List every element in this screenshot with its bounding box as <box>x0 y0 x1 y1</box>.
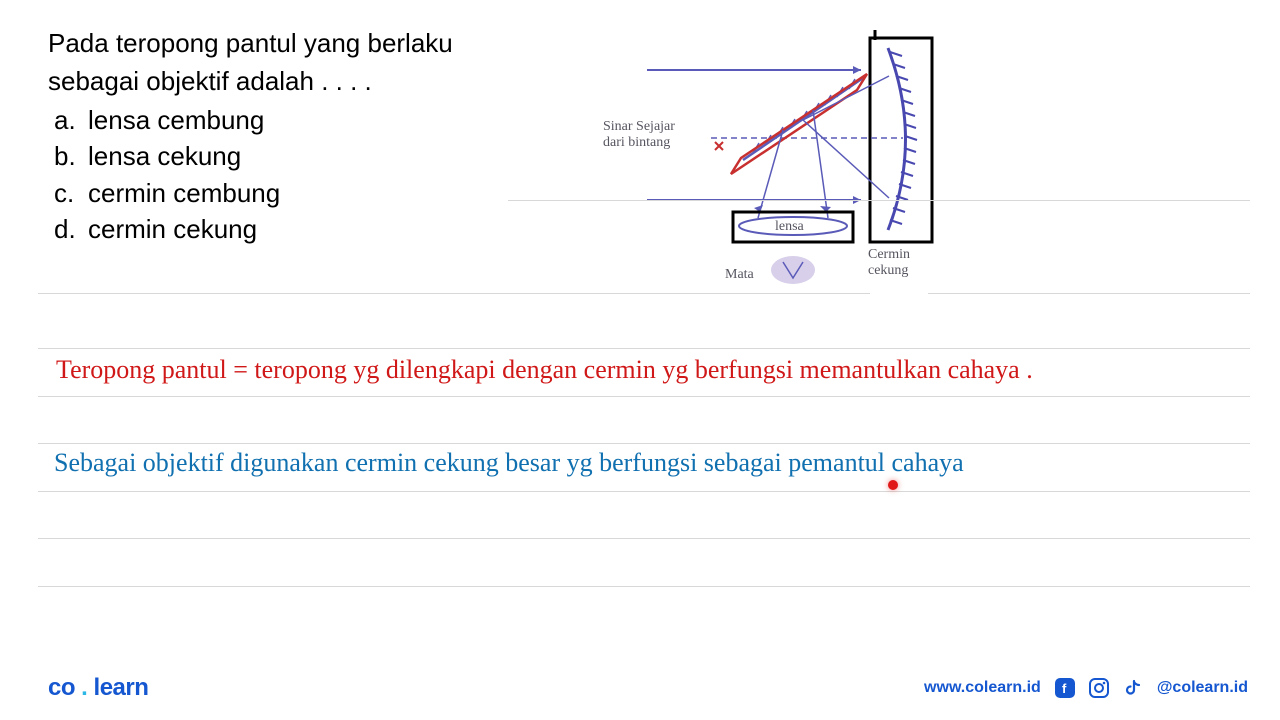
option-c: c. cermin cembung <box>48 175 568 211</box>
question-line2: sebagai objektif adalah . . . . <box>48 63 568 99</box>
facebook-icon: f <box>1055 678 1075 698</box>
instagram-icon <box>1089 678 1109 698</box>
tiktok-icon <box>1123 678 1143 698</box>
option-b: b. lensa cekung <box>48 138 568 174</box>
mata-label: Mata <box>725 267 755 282</box>
lens-label: lensa <box>775 219 805 234</box>
ruled-line <box>508 200 1250 201</box>
ruled-line <box>38 293 870 294</box>
footer: co . learn www.colearn.id f @colearn.id <box>48 672 1248 704</box>
footer-right: www.colearn.id f @colearn.id <box>924 678 1248 698</box>
option-d: d. cermin cekung <box>48 211 568 247</box>
logo-dot: . <box>75 674 94 701</box>
ruled-line <box>38 348 1250 349</box>
laser-pointer-dot <box>888 480 898 490</box>
note-blue: Sebagai objektif digunakan cermin cekung… <box>54 448 964 478</box>
ruled-line <box>38 443 1250 444</box>
svg-text:f: f <box>1062 681 1067 696</box>
cermin-label-l2: cekung <box>868 263 908 278</box>
ruled-line <box>38 396 1250 397</box>
sinar-label-l2: dari bintang <box>603 135 670 150</box>
footer-url: www.colearn.id <box>924 679 1041 697</box>
cermin-label-l1: Cermin <box>868 247 910 262</box>
colearn-logo: co . learn <box>48 674 148 702</box>
question-block: Pada teropong pantul yang berlaku sebaga… <box>48 25 568 247</box>
footer-handle: @colearn.id <box>1157 679 1248 697</box>
options-list: a. lensa cembung b. lensa cekung c. cerm… <box>48 102 568 248</box>
ruled-line <box>38 491 1250 492</box>
note-red: Teropong pantul = teropong yg dilengkapi… <box>56 355 1033 385</box>
ruled-line <box>928 293 1250 294</box>
option-a: a. lensa cembung <box>48 102 568 138</box>
telescope-diagram: lensa Sinar Sejajar dari bintang Mata Ce… <box>603 30 963 290</box>
sinar-label-l1: Sinar Sejajar <box>603 119 675 134</box>
ruled-line <box>38 538 1250 539</box>
question-line1: Pada teropong pantul yang berlaku <box>48 25 568 61</box>
ruled-line <box>38 586 1250 587</box>
